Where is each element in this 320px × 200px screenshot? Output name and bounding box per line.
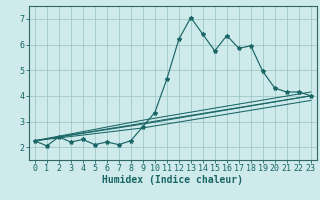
X-axis label: Humidex (Indice chaleur): Humidex (Indice chaleur) [102, 175, 243, 185]
